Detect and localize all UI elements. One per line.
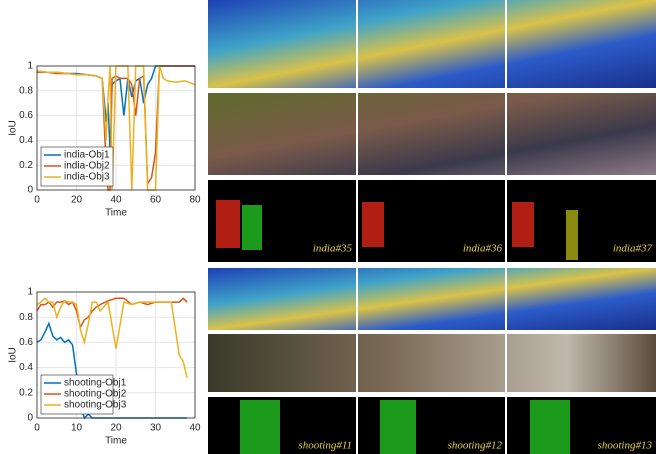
y-tick-label: 0.8 — [19, 85, 33, 96]
x-tick-label: 0 — [34, 195, 40, 206]
panel-label: india#37 — [613, 243, 653, 255]
y-tick-label: 0.2 — [19, 160, 33, 171]
legend-label: india-Obj1 — [64, 150, 110, 161]
mask — [380, 400, 416, 454]
mask-row — [208, 180, 656, 262]
y-tick-label: 0.8 — [19, 312, 33, 323]
legend-label: india-Obj3 — [64, 172, 110, 183]
photo-row — [208, 334, 656, 392]
legend-label: shooting-Obj1 — [64, 378, 127, 389]
y-tick-label: 0 — [27, 413, 33, 424]
mask — [566, 210, 578, 260]
panel-label: shooting#12 — [448, 440, 503, 452]
x-tick-label: 80 — [189, 195, 201, 206]
y-tick-label: 1 — [27, 287, 33, 298]
x-tick-label: 20 — [110, 423, 122, 434]
mask — [530, 400, 570, 454]
y-tick-label: 0.6 — [19, 110, 33, 121]
panel-label: india#36 — [463, 243, 503, 255]
x-tick-label: 40 — [110, 195, 122, 206]
legend-label: shooting-Obj2 — [64, 389, 127, 400]
x-tick-label: 30 — [150, 423, 162, 434]
x-tick-label: 60 — [150, 195, 162, 206]
figure-svg: india#35 india#36 india#37 shooting#11 s… — [0, 0, 656, 454]
x-tick-label: 0 — [34, 423, 40, 434]
x-axis-label: Time — [105, 208, 127, 219]
y-axis-label: IoU — [8, 120, 19, 136]
legend-label: shooting-Obj3 — [64, 400, 127, 411]
mask — [362, 202, 384, 247]
y-tick-label: 0 — [27, 185, 33, 196]
y-axis-label: IoU — [8, 347, 19, 363]
x-tick-label: 20 — [71, 195, 83, 206]
panel-label: india#35 — [313, 243, 353, 255]
y-tick-label: 0.2 — [19, 387, 33, 398]
panel-label: shooting#11 — [298, 440, 352, 452]
photo-row — [208, 93, 656, 175]
y-tick-label: 0.4 — [19, 362, 33, 373]
y-tick-label: 1 — [27, 61, 33, 72]
mask — [242, 205, 262, 250]
y-tick-label: 0.6 — [19, 337, 33, 348]
x-tick-label: 10 — [71, 423, 83, 434]
mask — [512, 202, 534, 247]
y-tick-label: 0.4 — [19, 135, 33, 146]
panel-label: shooting#13 — [598, 440, 653, 452]
legend-label: india-Obj2 — [64, 161, 110, 172]
image-panels: india#35 india#36 india#37 shooting#11 s… — [208, 0, 656, 454]
heatmap-row — [208, 0, 656, 88]
x-tick-label: 40 — [189, 423, 201, 434]
x-axis-label: Time — [105, 436, 127, 447]
heatmap-row — [208, 268, 656, 330]
mask — [216, 200, 240, 248]
mask — [240, 400, 280, 454]
figure: india#35 india#36 india#37 shooting#11 s… — [0, 0, 656, 454]
